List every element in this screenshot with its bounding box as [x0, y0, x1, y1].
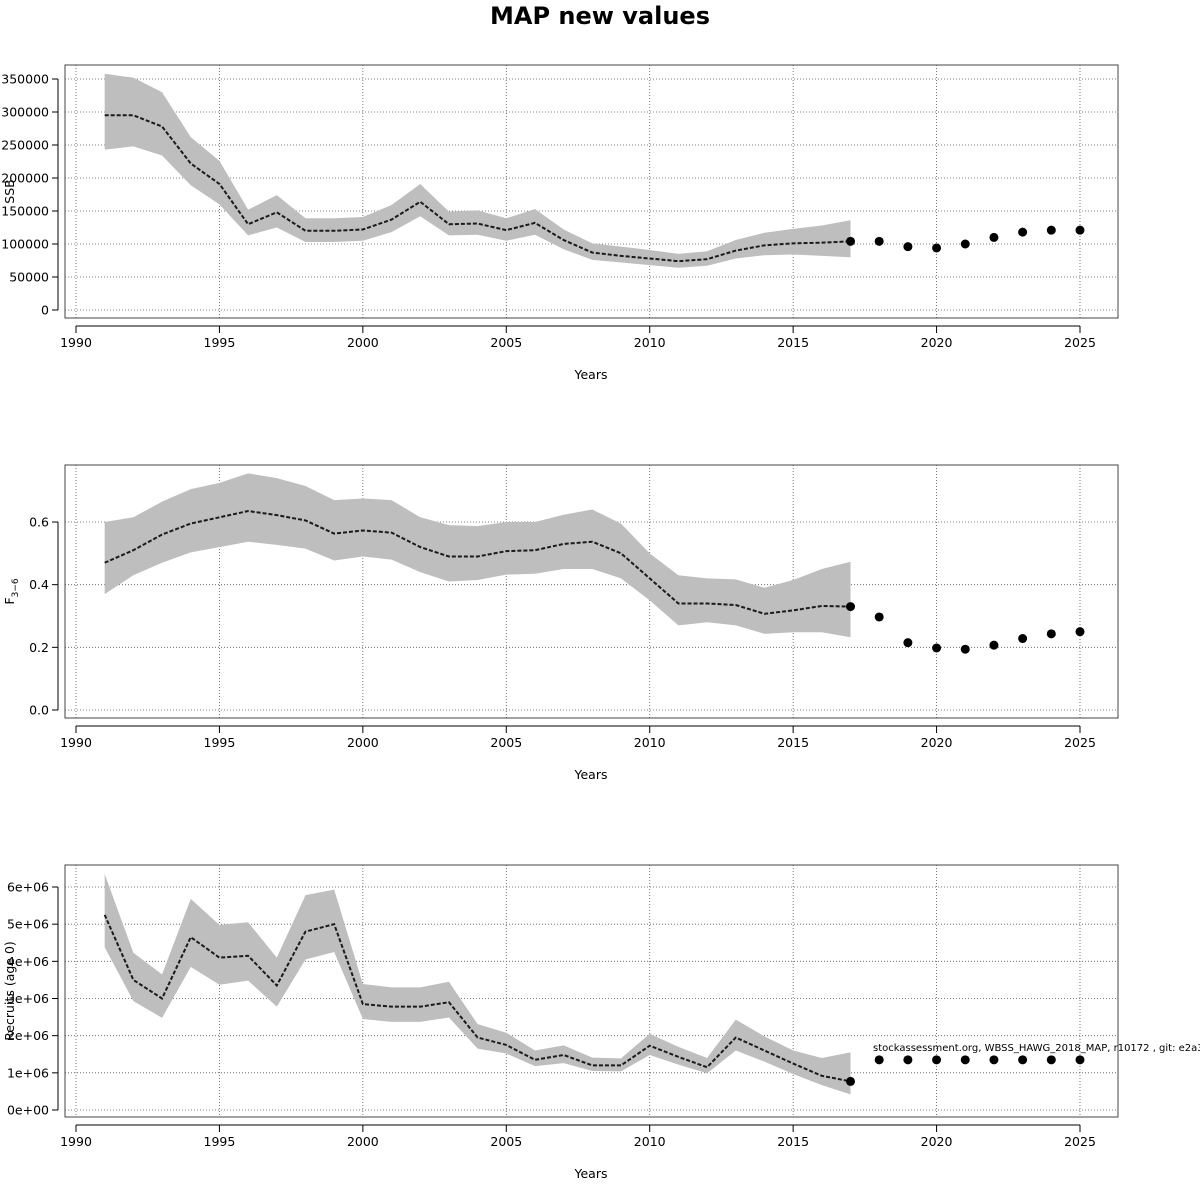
- x-tick-label: 2005: [490, 735, 522, 750]
- projection-point: [846, 236, 856, 246]
- y-tick-label: 1e+06: [7, 1065, 49, 1080]
- x-tick-label: 1990: [60, 335, 92, 350]
- x-tick-label: 2000: [347, 735, 379, 750]
- plot-frame: [64, 464, 1119, 719]
- x-tick-label: 1990: [60, 735, 92, 750]
- projection-point: [1075, 1055, 1085, 1065]
- x-tick-label: 2015: [777, 335, 809, 350]
- y-tick-label: 150000: [1, 204, 49, 219]
- y-tick-label: 0: [41, 303, 49, 318]
- y-tick-label: 100000: [1, 237, 49, 252]
- projection-point: [932, 243, 942, 253]
- projection-point: [903, 1055, 913, 1065]
- x-tick-label: 2015: [777, 735, 809, 750]
- y-tick-label: 0.6: [29, 515, 49, 530]
- x-tick-label: 1995: [204, 1134, 236, 1149]
- x-tick-label: 2025: [1064, 335, 1096, 350]
- estimate-line: [104, 114, 851, 263]
- projection-point: [874, 1055, 884, 1065]
- x-tick-label: 2020: [921, 735, 953, 750]
- chart-panel-1: 1990 1995 2000 2005 2010 2015 2020 2025 Years 0 50…: [1, 64, 1119, 382]
- footnote-text: stockassessment.org, WBSS_HAWG_2018_MAP,…: [873, 1043, 1200, 1054]
- projection-point: [932, 1055, 942, 1065]
- x-tick-label: 1995: [204, 735, 236, 750]
- plot-frame: [64, 64, 1119, 319]
- x-tick-label: 1990: [60, 1134, 92, 1149]
- y-tick-label: 200000: [1, 171, 49, 186]
- y-tick-label: 0.0: [29, 703, 49, 718]
- projection-point: [1018, 1055, 1028, 1065]
- projection-point: [1018, 227, 1028, 237]
- y-tick-label: 0e+00: [7, 1103, 49, 1118]
- chart-panel-2: 1990 1995 2000 2005 2010 2015 2020 2025 Years 0.0…: [2, 464, 1119, 782]
- projection-point: [1046, 1055, 1056, 1065]
- x-tick-label: 2000: [347, 1134, 379, 1149]
- projection-point: [1046, 629, 1056, 639]
- y-axis-label: F3−6: [2, 578, 21, 604]
- projection-point: [989, 232, 999, 242]
- y-tick-label: 250000: [1, 138, 49, 153]
- y-tick-label: 4e+06: [7, 954, 49, 969]
- chart-panels: 1990 1995 2000 2005 2010 2015 2020 2025 Years 0 50…: [1, 64, 1119, 1181]
- x-tick-label: 1995: [204, 335, 236, 350]
- plot-frame: [64, 864, 1119, 1118]
- y-tick-label: 0.2: [29, 640, 49, 655]
- x-tick-label: 2025: [1064, 1134, 1096, 1149]
- projection-point: [960, 1055, 970, 1065]
- y-tick-label: 6e+06: [7, 880, 49, 895]
- x-tick-label: 2000: [347, 335, 379, 350]
- x-tick-label: 2010: [634, 1134, 666, 1149]
- projection-point: [989, 640, 999, 650]
- confidence-band: [104, 73, 851, 268]
- projection-point: [960, 644, 970, 654]
- projection-point: [1046, 225, 1056, 235]
- y-axis-label: Recruits (age 0): [2, 941, 17, 1041]
- figure-title: MAP new values: [490, 2, 710, 30]
- x-tick-label: 2010: [634, 335, 666, 350]
- confidence-band: [104, 473, 851, 638]
- projection-point: [903, 242, 913, 252]
- x-tick-label: 2005: [490, 335, 522, 350]
- y-tick-label: 50000: [9, 270, 49, 285]
- y-axis-label: SSB: [2, 179, 17, 203]
- y-tick-label: 2e+06: [7, 1028, 49, 1043]
- projection-point: [932, 643, 942, 653]
- projection-point: [1075, 225, 1085, 235]
- estimate-line: [104, 510, 851, 615]
- projection-point: [1075, 627, 1085, 637]
- chart-panel-3: 1990 1995 2000 2005 2010 2015 2020 2025 Years 0e+…: [2, 864, 1119, 1181]
- projection-point: [846, 602, 856, 612]
- estimate-line: [103, 914, 851, 1083]
- projection-point: [874, 236, 884, 246]
- projection-point: [1018, 634, 1028, 644]
- confidence-band: [104, 873, 851, 1095]
- y-tick-label: 0.4: [29, 577, 49, 592]
- projection-point: [903, 638, 913, 648]
- projection-point: [989, 1055, 999, 1065]
- x-axis-label: Years: [574, 367, 608, 382]
- x-tick-label: 2020: [921, 1134, 953, 1149]
- y-tick-label: 350000: [1, 72, 49, 87]
- projection-point: [846, 1076, 856, 1086]
- x-tick-label: 2005: [490, 1134, 522, 1149]
- y-tick-label: 300000: [1, 105, 49, 120]
- x-tick-label: 2025: [1064, 735, 1096, 750]
- x-tick-label: 2020: [921, 335, 953, 350]
- x-tick-label: 2015: [777, 1134, 809, 1149]
- y-tick-label: 3e+06: [7, 991, 49, 1006]
- y-tick-label: 5e+06: [7, 917, 49, 932]
- x-axis-label: Years: [574, 767, 608, 782]
- x-axis-label: Years: [574, 1166, 608, 1181]
- projection-point: [960, 239, 970, 249]
- projection-point: [874, 612, 884, 622]
- x-tick-label: 2010: [634, 735, 666, 750]
- y-axis-label-subscript: 3−6: [11, 578, 21, 597]
